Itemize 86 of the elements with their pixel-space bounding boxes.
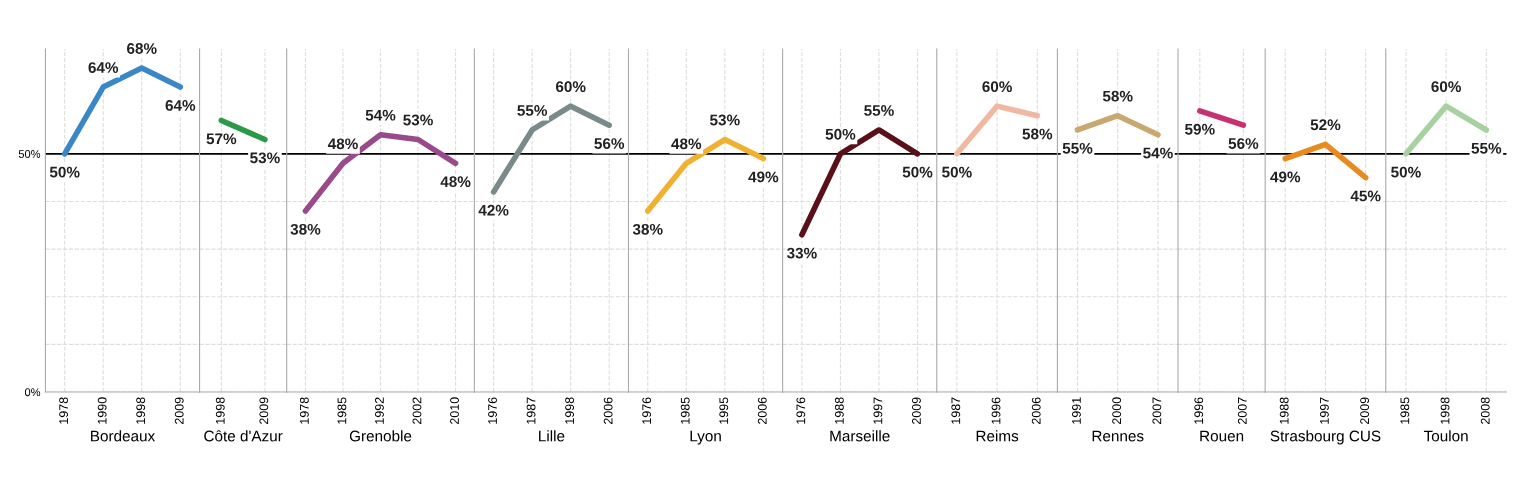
data-label: 55% <box>1471 142 1502 154</box>
data-label: 50% <box>49 166 80 178</box>
x-tick-label: 1985 <box>337 397 347 424</box>
x-tick-label: 2009 <box>1360 397 1370 425</box>
x-tick-label: 1997 <box>1319 397 1329 424</box>
x-axis-title: Lyon <box>690 430 721 445</box>
x-axis-title: Toulon <box>1423 430 1468 442</box>
data-label: 59% <box>1185 123 1215 135</box>
x-tick-label: 1988 <box>834 397 844 424</box>
data-label: 42% <box>478 204 509 216</box>
x-tick-label: 2010 <box>450 397 459 425</box>
x-tick-label: 2002 <box>412 397 422 425</box>
data-label: 33% <box>786 247 817 259</box>
x-tick-label: 2007 <box>1152 397 1162 425</box>
data-label: 56% <box>1228 138 1259 149</box>
x-tick-label: 1987 <box>526 397 536 424</box>
x-axis-title: Grenoble <box>349 430 412 442</box>
data-label: 55% <box>517 105 548 116</box>
data-label: 50% <box>1391 166 1421 178</box>
x-tick-label: 1998 <box>136 397 146 424</box>
data-label: 54% <box>365 109 396 121</box>
data-label: 57% <box>206 133 237 145</box>
data-label: 45% <box>1350 190 1381 202</box>
x-tick-label: 2009 <box>259 397 269 425</box>
x-axis-title: Lille <box>539 430 565 442</box>
x-tick-label: 1978 <box>299 397 309 424</box>
data-label: 58% <box>1022 128 1053 140</box>
x-tick-label: 1978 <box>59 397 69 424</box>
data-label: 38% <box>290 223 321 235</box>
x-tick-label: 2007 <box>1237 397 1247 425</box>
data-label: 64% <box>88 62 119 73</box>
x-axis-title: Strasbourg CUS <box>1270 430 1381 445</box>
data-label: 55% <box>1062 142 1093 154</box>
data-label: 60% <box>982 81 1012 93</box>
x-tick-label: 1987 <box>951 397 961 424</box>
x-tick-label: 1996 <box>1194 397 1204 424</box>
x-tick-label: 2009 <box>912 397 921 425</box>
x-tick-label: 2009 <box>174 397 184 425</box>
data-label: 50% <box>942 166 972 178</box>
data-label: 48% <box>671 138 702 150</box>
x-tick-label: 1998 <box>215 397 225 424</box>
x-axis-title: Rouen <box>1200 430 1244 442</box>
data-label: 49% <box>1270 171 1301 183</box>
x-tick-label: 1976 <box>488 397 497 424</box>
data-label: 48% <box>440 176 471 188</box>
x-tick-label: 1976 <box>796 397 806 424</box>
x-axis-title: Reims <box>976 430 1019 442</box>
x-tick-label: 2000 <box>1112 397 1122 425</box>
x-tick-label: 1976 <box>642 397 652 424</box>
data-label: 48% <box>327 138 358 150</box>
x-tick-label: 1990 <box>97 397 107 424</box>
x-axis-title: Côte d'Azur <box>204 430 283 442</box>
x-tick-label: 1985 <box>1400 397 1410 424</box>
x-axis-title: Rennes <box>1092 430 1144 442</box>
data-label: 64% <box>165 100 196 111</box>
y-tick-label: 0% <box>24 388 41 397</box>
data-label: 60% <box>555 81 586 93</box>
x-tick-label: 1988 <box>1279 397 1289 424</box>
x-axis-title: Marseille <box>830 430 890 442</box>
x-tick-label: 1992 <box>375 397 384 424</box>
x-tick-label: 2008 <box>1480 397 1490 425</box>
data-label: 60% <box>1431 81 1461 93</box>
x-tick-label: 1985 <box>680 397 690 424</box>
data-label: 50% <box>825 128 856 140</box>
x-tick-label: 1997 <box>873 397 883 424</box>
data-label: 55% <box>864 105 894 116</box>
data-label: 53% <box>250 152 280 164</box>
data-label: 53% <box>710 114 740 126</box>
x-tick-label: 1998 <box>1440 397 1450 424</box>
x-axis-title: Bordeaux <box>91 430 156 442</box>
x-tick-label: 1998 <box>565 397 575 424</box>
x-tick-label: 2006 <box>603 397 613 425</box>
data-label: 53% <box>403 114 433 126</box>
data-label: 49% <box>748 171 779 183</box>
data-label: 38% <box>632 223 663 235</box>
x-tick-label: 1996 <box>991 397 1001 424</box>
data-label: 50% <box>902 166 933 178</box>
x-tick-label: 2006 <box>757 397 767 425</box>
data-label: 54% <box>1143 147 1173 159</box>
data-label: 52% <box>1310 119 1341 131</box>
x-tick-label: 1991 <box>1072 397 1081 424</box>
data-label: 58% <box>1102 90 1133 102</box>
x-tick-label: 2006 <box>1031 397 1041 425</box>
data-label: 68% <box>127 43 157 54</box>
x-tick-label: 1995 <box>719 397 729 424</box>
data-label: 56% <box>594 138 625 149</box>
